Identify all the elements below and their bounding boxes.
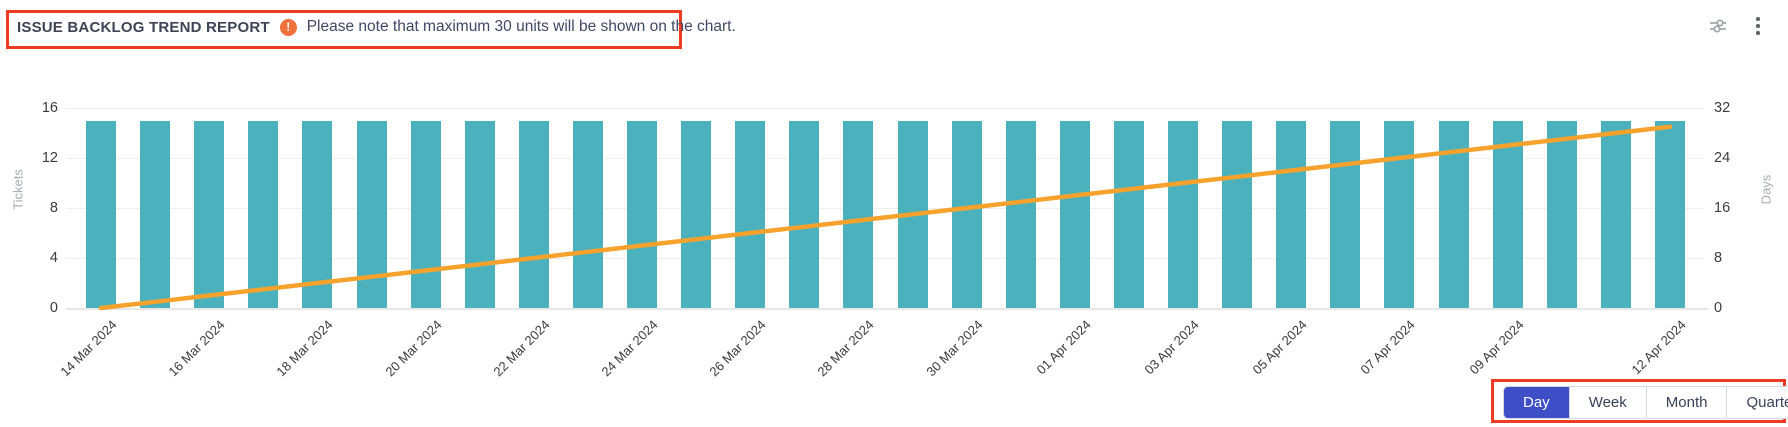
- x-axis-label: 07 Apr 2024: [1357, 317, 1419, 378]
- report-header: ISSUE BACKLOG TREND REPORT ! Please note…: [17, 18, 736, 36]
- left-y-tick-label: 4: [49, 250, 58, 266]
- bar-24 Mar 2024[interactable]: [627, 120, 658, 308]
- x-axis-label: 01 Apr 2024: [1033, 317, 1094, 378]
- warning-icon: !: [279, 18, 297, 36]
- x-axis-label: 28 Mar 2024: [814, 317, 878, 380]
- left-y-tick-label: 12: [41, 150, 58, 166]
- bar-29 Mar 2024[interactable]: [897, 120, 928, 308]
- bar-28 Mar 2024[interactable]: [843, 120, 874, 308]
- x-axis-label: 30 Mar 2024: [923, 317, 986, 380]
- period-button-day[interactable]: Day: [1504, 387, 1569, 418]
- bar-25 Mar 2024[interactable]: [681, 120, 712, 308]
- bar-22 Mar 2024[interactable]: [518, 120, 549, 308]
- bar-07 Apr 2024[interactable]: [1384, 120, 1415, 308]
- chart-toolbar: [1706, 14, 1770, 38]
- bar-02 Apr 2024[interactable]: [1113, 120, 1144, 308]
- bar-15 Mar 2024[interactable]: [140, 120, 171, 308]
- x-axis-label: 18 Mar 2024: [273, 317, 337, 380]
- max-units-note: Please note that maximum 30 units will b…: [306, 18, 736, 35]
- kebab-dots: [1756, 17, 1760, 35]
- bar-09 Apr 2024[interactable]: [1492, 120, 1523, 308]
- right-y-tick-label: 16: [1714, 200, 1731, 216]
- x-axis-label: 22 Mar 2024: [490, 317, 553, 380]
- page-title: ISSUE BACKLOG TREND REPORT: [17, 18, 270, 36]
- x-axis-line: [66, 308, 1708, 310]
- kebab-menu-icon[interactable]: [1746, 14, 1770, 38]
- left-y-tick-label: 16: [41, 100, 58, 116]
- bar-17 Mar 2024[interactable]: [248, 120, 279, 308]
- period-button-month[interactable]: Month: [1645, 387, 1727, 418]
- left-y-tick-label: 8: [49, 200, 58, 216]
- bar-30 Mar 2024[interactable]: [951, 120, 982, 308]
- bar-12 Apr 2024[interactable]: [1654, 120, 1685, 308]
- gridline: [66, 108, 1704, 109]
- x-axis-label: 24 Mar 2024: [598, 317, 661, 380]
- bar-27 Mar 2024[interactable]: [789, 120, 820, 308]
- bar-05 Apr 2024[interactable]: [1276, 120, 1307, 308]
- right-y-tick-label: 32: [1714, 100, 1731, 116]
- x-axis-label: 20 Mar 2024: [382, 317, 445, 380]
- filter-sliders-icon[interactable]: [1706, 14, 1730, 38]
- right-y-tick-label: 24: [1714, 150, 1731, 166]
- bar-10 Apr 2024[interactable]: [1546, 120, 1577, 308]
- bar-08 Apr 2024[interactable]: [1438, 120, 1469, 308]
- bar-23 Mar 2024[interactable]: [572, 120, 603, 308]
- x-axis-label: 09 Apr 2024: [1466, 317, 1527, 378]
- x-axis-label: 26 Mar 2024: [706, 317, 769, 380]
- bar-06 Apr 2024[interactable]: [1330, 120, 1361, 308]
- bar-20 Mar 2024[interactable]: [410, 120, 441, 308]
- bar-16 Mar 2024[interactable]: [194, 120, 225, 308]
- bar-04 Apr 2024[interactable]: [1222, 120, 1253, 308]
- period-toggle-group: Day Week Month Quarter: [1503, 386, 1788, 419]
- bar-21 Mar 2024[interactable]: [464, 120, 495, 308]
- x-axis-label: 12 Apr 2024: [1628, 317, 1689, 378]
- period-button-quarter[interactable]: Quarter: [1726, 387, 1788, 418]
- x-axis-label: 05 Apr 2024: [1249, 317, 1310, 378]
- bar-26 Mar 2024[interactable]: [735, 120, 766, 308]
- right-y-tick-label: 0: [1714, 300, 1723, 316]
- bar-19 Mar 2024[interactable]: [356, 120, 387, 308]
- bar-31 Mar 2024[interactable]: [1005, 120, 1036, 308]
- bar-11 Apr 2024[interactable]: [1600, 120, 1631, 308]
- period-button-week[interactable]: Week: [1568, 387, 1646, 418]
- sliders-icon: [1710, 19, 1726, 33]
- bar-01 Apr 2024[interactable]: [1059, 120, 1090, 308]
- right-y-tick-label: 8: [1714, 250, 1723, 266]
- x-axis-label: 14 Mar 2024: [57, 317, 120, 380]
- bar-14 Mar 2024[interactable]: [86, 120, 117, 308]
- bar-03 Apr 2024[interactable]: [1168, 120, 1199, 308]
- x-axis-label: 16 Mar 2024: [165, 317, 228, 380]
- left-y-tick-label: 0: [49, 300, 58, 316]
- bar-18 Mar 2024[interactable]: [302, 120, 333, 308]
- x-axis-label: 03 Apr 2024: [1141, 317, 1202, 378]
